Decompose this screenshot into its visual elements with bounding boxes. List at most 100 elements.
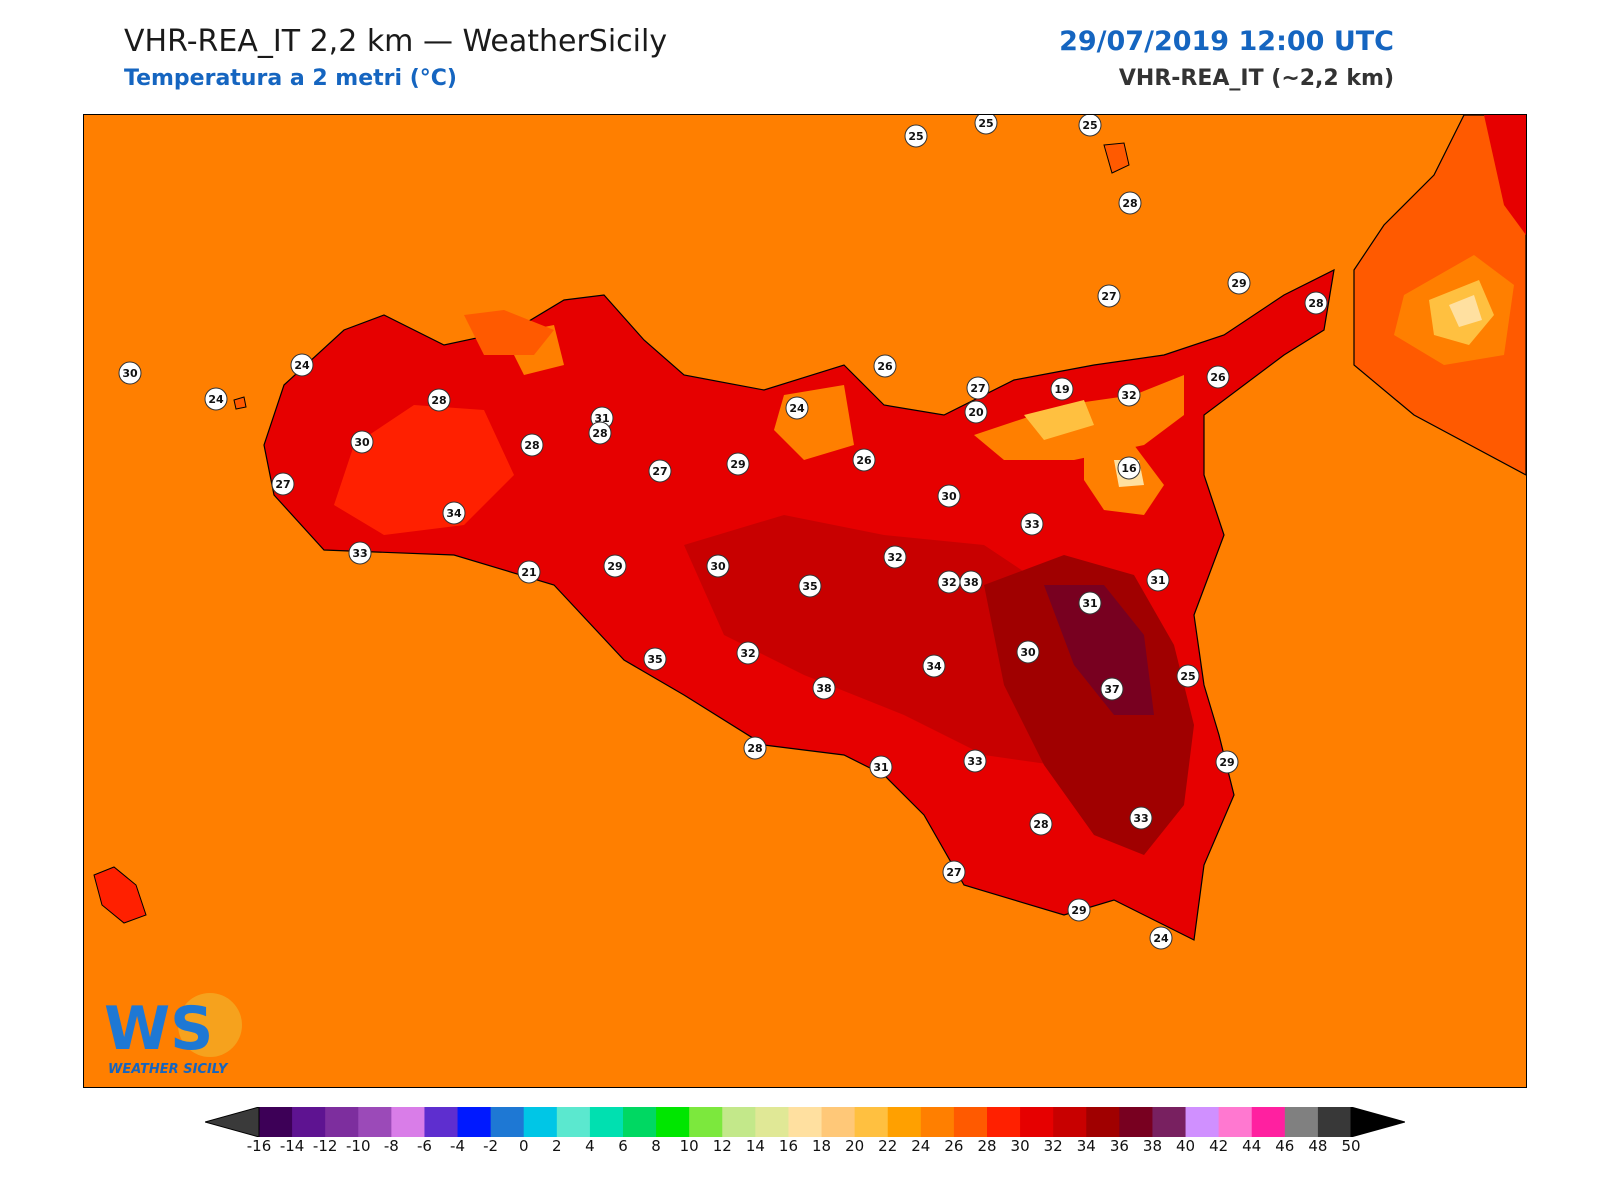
colorbar-tick-label: 22: [878, 1137, 898, 1155]
valid-datetime: 29/07/2019 12:00 UTC: [1059, 26, 1394, 57]
colorbar-tick-label: 34: [1076, 1137, 1096, 1155]
station-temperature-label: 38: [816, 682, 831, 695]
station-marker: [1118, 191, 1142, 215]
station-marker: [290, 353, 314, 377]
logo-initials: WS: [104, 994, 213, 1064]
station-marker: [1016, 640, 1040, 664]
islands: [93, 142, 1130, 924]
station-marker: [966, 376, 990, 400]
station-temperature-label: 30: [710, 560, 726, 573]
colorbar-tick-label: 44: [1242, 1137, 1262, 1155]
colorbar-swatch: [391, 1107, 425, 1137]
station-marker: [1215, 750, 1239, 774]
colorbar-tick-label: 20: [845, 1137, 865, 1155]
station-marker: [643, 647, 667, 671]
station-temperature-label: 16: [1121, 462, 1137, 475]
station-marker: [1029, 812, 1053, 836]
colorbar-swatch: [1152, 1107, 1187, 1137]
station-marker: [904, 124, 928, 148]
colorbar-swatch: [1086, 1107, 1120, 1137]
station-temperature-label: 35: [647, 653, 662, 666]
temperature-map[interactable]: 25 25 25 28 29 28 27 26 26 27 32 30 24 24 28 30 28 31 27 28…: [83, 114, 1527, 1088]
station-temperature-label: 33: [967, 755, 982, 768]
station-temperature-label: 19: [1054, 383, 1069, 396]
station-temperature-label: 33: [1024, 518, 1039, 531]
station-marker: [1097, 284, 1121, 308]
colorbar-swatch: [887, 1107, 922, 1137]
station-temperature-label: 28: [592, 427, 607, 440]
colorbar-tick-label: 48: [1308, 1137, 1328, 1155]
colorbar-swatch: [523, 1107, 558, 1137]
colorbar-swatch: [1020, 1107, 1054, 1137]
colorbar-tick-label: -2: [483, 1137, 499, 1155]
station-marker: [204, 387, 228, 411]
station-temperature-label: 25: [1082, 119, 1097, 132]
station-temperature-label: 28: [524, 439, 539, 452]
station-marker: [959, 570, 983, 594]
colorbar-min-arrow: [205, 1107, 260, 1137]
station-temperature-label: 28: [1033, 818, 1048, 831]
station-marker: [1050, 377, 1074, 401]
map-canvas: 25 25 25 28 29 28 27 26 26 27 32 30 24 24 28 30 28 31 27 28…: [93, 115, 1526, 950]
station-marker: [964, 400, 988, 424]
temperature-colorbar: [205, 1107, 1405, 1137]
colorbar-tick-label: 14: [745, 1137, 765, 1155]
colorbar-tick-label: -14: [279, 1137, 305, 1155]
colorbar-swatch: [325, 1107, 359, 1137]
station-temperature-label: 28: [1122, 197, 1137, 210]
colorbar-tick-label: 2: [552, 1137, 562, 1155]
colorbar-tick-label: -12: [312, 1137, 338, 1155]
colorbar-tick-label: 4: [585, 1137, 595, 1155]
station-temperature-label: 31: [873, 761, 888, 774]
colorbar-tick-label: 24: [911, 1137, 931, 1155]
station-temperature-label: 31: [1082, 597, 1097, 610]
station-temperature-label: 34: [926, 660, 942, 673]
station-temperature-label: 33: [1133, 812, 1148, 825]
colorbar-tick-label: -4: [450, 1137, 466, 1155]
station-marker: [427, 388, 451, 412]
colorbar-swatch: [259, 1107, 293, 1137]
colorbar-swatch: [821, 1107, 856, 1137]
station-temperature-label: 26: [877, 360, 893, 373]
model-label: VHR-REA_IT (~2,2 km): [1118, 66, 1394, 91]
sicily-land: [263, 268, 1335, 941]
station-marker: [785, 396, 809, 420]
station-marker: [937, 484, 961, 508]
colorbar-swatch: [358, 1107, 392, 1137]
colorbar-swatch: [457, 1107, 492, 1137]
colorbar-tick-label: 46: [1275, 1137, 1295, 1155]
station-temperature-label: 20: [968, 406, 984, 419]
station-marker: [1078, 591, 1102, 615]
station-temperature-label: 30: [1020, 646, 1036, 659]
station-marker: [883, 545, 907, 569]
colorbar-swatch: [722, 1107, 756, 1137]
colorbar-swatch: [656, 1107, 690, 1137]
station-marker: [442, 501, 466, 525]
colorbar-tick-label: 8: [651, 1137, 661, 1155]
station-temperature-label: 24: [294, 359, 310, 372]
station-temperature-label: 24: [789, 402, 805, 415]
station-temperature-label: 34: [446, 507, 462, 520]
station-marker: [706, 554, 730, 578]
station-marker: [1078, 115, 1102, 137]
colorbar-swatch: [623, 1107, 657, 1137]
colorbar-tick-label: 10: [679, 1137, 699, 1155]
logo-name: WEATHER SICILY: [108, 1062, 229, 1077]
station-marker: [1100, 677, 1124, 701]
station-marker: [271, 472, 295, 496]
colorbar-max-arrow: [1350, 1107, 1405, 1137]
station-marker: [812, 676, 836, 700]
colorbar-swatch: [1053, 1107, 1087, 1137]
colorbar-swatches: [259, 1107, 1352, 1137]
station-markers: 25 25 25 28 29 28 27 26 26 27 32 30 24 24 28 30 28 31 27 28…: [118, 115, 1328, 950]
station-temperature-label: 31: [1150, 574, 1165, 587]
station-marker: [1020, 512, 1044, 536]
colorbar-tick-label: -8: [383, 1137, 399, 1155]
station-temperature-label: 32: [941, 576, 956, 589]
colorbar-swatch: [1119, 1107, 1153, 1137]
station-marker: [1227, 271, 1251, 295]
colorbar-tick-label: 26: [944, 1137, 964, 1155]
station-marker: [1146, 568, 1170, 592]
station-temperature-label: 27: [275, 478, 290, 491]
station-temperature-label: 27: [946, 866, 961, 879]
